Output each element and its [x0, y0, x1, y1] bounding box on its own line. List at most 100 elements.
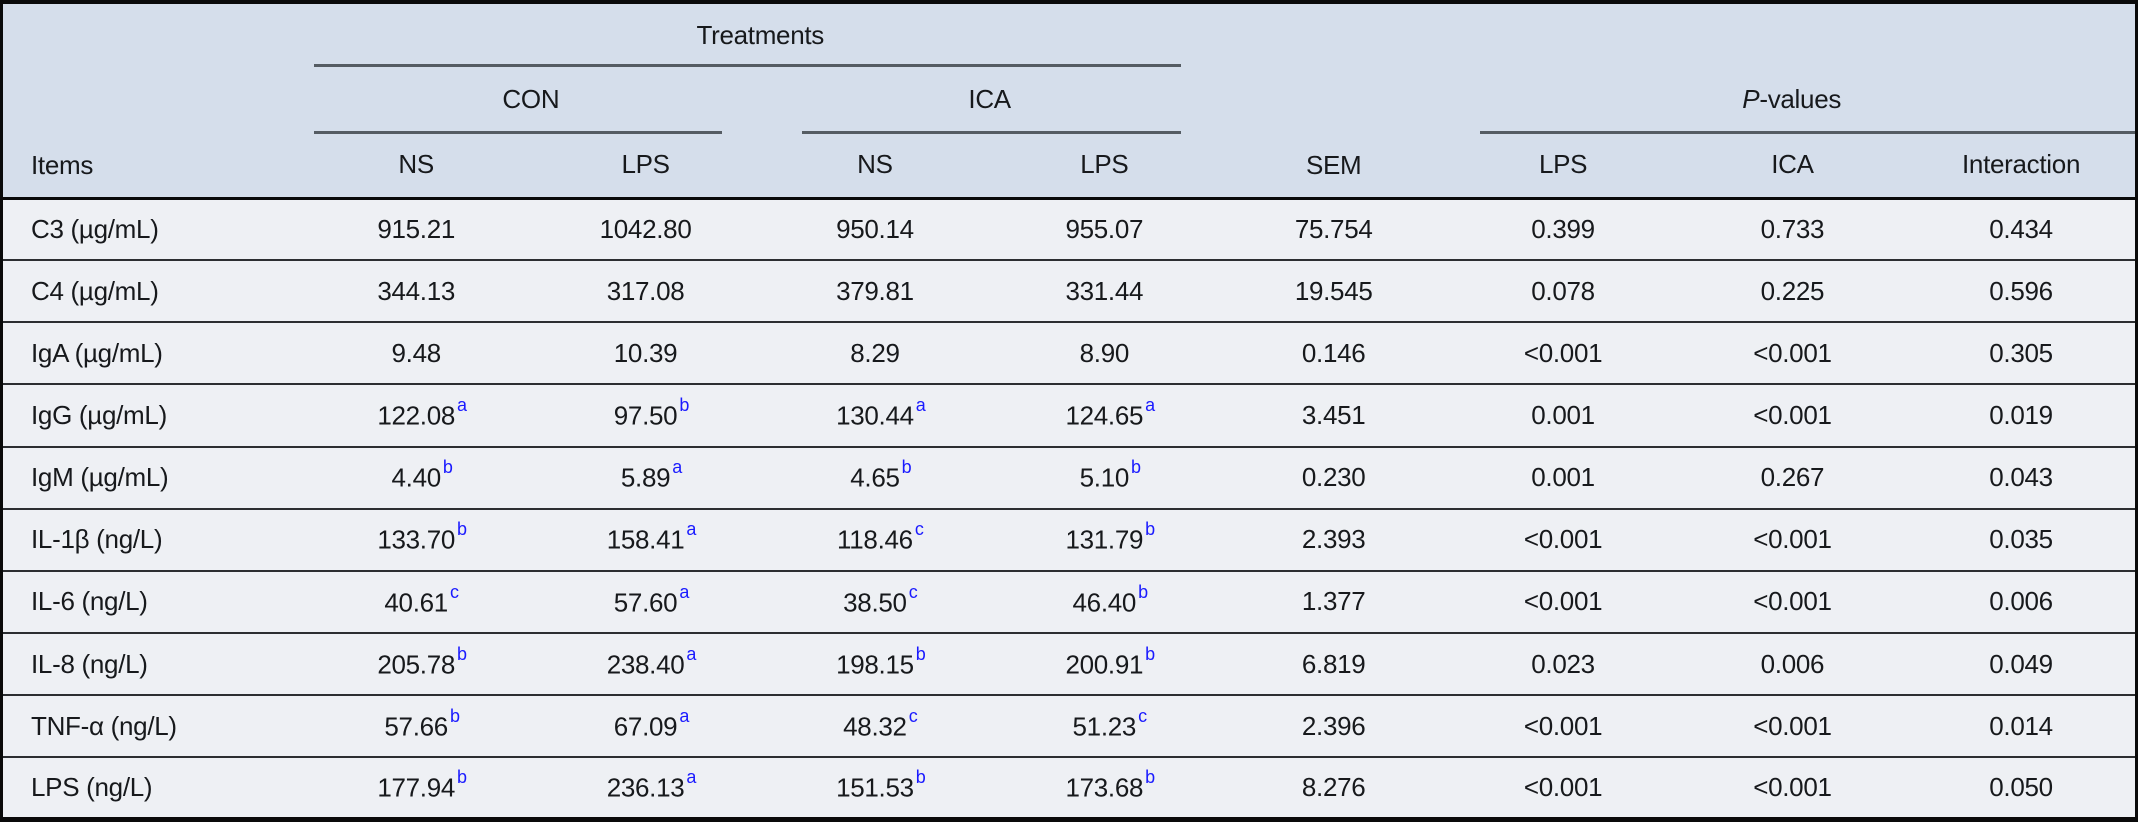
value: 205.78: [377, 649, 456, 680]
con-ns-value-cell: 177.94 b: [301, 756, 531, 820]
ica-lps-value-cell: 331.44: [989, 259, 1219, 323]
value: 38.50: [843, 587, 907, 618]
row-item-label: IgA (µg/mL): [1, 321, 302, 385]
p-lps-value-cell: 0.399: [1448, 196, 1678, 261]
con-lps-value-cell: 238.40 a: [530, 631, 761, 696]
table-body: C3 (µg/mL) 915.21 1042.80 950.14 955.07 …: [1, 196, 2137, 820]
ica-lps-value-cell: 51.23 c: [989, 694, 1219, 758]
value: 344.13: [377, 275, 456, 306]
p-lps-value-cell: 0.001: [1448, 445, 1678, 509]
con-lps-value-cell: 1042.80: [530, 196, 761, 261]
sem-value-cell: 19.545: [1219, 259, 1449, 323]
p-interaction-value-cell: 0.305: [1907, 321, 2137, 385]
treatments-underline: [313, 64, 1181, 67]
p-interaction-value-cell: 0.050: [1907, 756, 2137, 820]
ica-lps-value-cell: 8.90: [989, 321, 1219, 385]
ica-ns-value-cell: 151.53 b: [760, 756, 990, 820]
value: 46.40: [1072, 587, 1137, 618]
sem-value-cell: 2.396: [1219, 694, 1449, 758]
ica-ns-value-cell: 48.32 c: [760, 694, 990, 758]
p-ica-value-cell: <0.001: [1677, 569, 1908, 633]
ica-group-label: ICA: [968, 84, 1011, 114]
row-item-label: C3 (µg/mL): [1, 196, 302, 261]
p-lps-value-cell: <0.001: [1448, 569, 1678, 633]
ica-underline: [802, 131, 1181, 134]
con-ns-value-cell: 205.78 b: [301, 631, 531, 696]
value: 9.48: [391, 337, 441, 368]
ica-lps-value-cell: 124.65 a: [989, 383, 1219, 447]
value: 10.39: [613, 337, 678, 368]
con-lps-column-header: LPS: [621, 149, 670, 180]
p-interaction-value-cell: 0.049: [1907, 631, 2137, 696]
value: 57.66: [384, 711, 448, 742]
ica-ns-value-cell: 4.65 b: [760, 445, 990, 509]
value: 4.40: [391, 462, 441, 493]
con-ns-value-cell: 57.66 b: [301, 694, 531, 758]
value: 130.44: [836, 400, 914, 431]
p-interaction-value-cell: 0.043: [1907, 445, 2137, 509]
con-ns-value-cell: 344.13: [301, 259, 531, 323]
ica-ns-value-cell: 118.46 c: [760, 507, 990, 571]
value: 198.15: [836, 649, 914, 680]
row-item-label: C4 (µg/mL): [1, 259, 302, 323]
ica-lps-value-cell: 173.68 b: [989, 756, 1219, 820]
sem-column-header: SEM: [1305, 149, 1362, 180]
value: 8.29: [850, 337, 900, 368]
con-group-header: CON: [302, 66, 761, 134]
p-lps-value-cell: <0.001: [1448, 507, 1678, 571]
row-item-label: IL-1β (ng/L): [1, 507, 302, 571]
ica-lps-value-cell: 5.10 b: [989, 445, 1219, 509]
p-interaction-value-cell: 0.035: [1907, 507, 2137, 571]
p-interaction-value-cell: 0.006: [1907, 569, 2137, 633]
value: 236.13: [606, 772, 685, 803]
value: 122.08: [377, 400, 456, 431]
row-item-label: IL-8 (ng/L): [1, 631, 302, 696]
con-lps-value-cell: 5.89 a: [530, 445, 761, 509]
value: 1042.80: [599, 213, 692, 244]
value: 317.08: [606, 275, 685, 306]
con-lps-value-cell: 10.39: [530, 321, 761, 385]
ica-ns-value-cell: 379.81: [760, 259, 990, 323]
value: 48.32: [843, 711, 907, 742]
p-interaction-value-cell: 0.019: [1907, 383, 2137, 447]
p-ica-value-cell: <0.001: [1677, 756, 1908, 820]
ica-lps-value-cell: 131.79 b: [989, 507, 1219, 571]
value: 67.09: [613, 711, 678, 742]
con-lps-value-cell: 57.60 a: [530, 569, 761, 633]
row-item-label: IgG (µg/mL): [1, 383, 302, 447]
pvalues-italic-p: P: [1742, 84, 1760, 114]
value: 5.10: [1079, 462, 1130, 493]
p-interaction-value-cell: 0.014: [1907, 694, 2137, 758]
table-row: IL-6 (ng/L) 40.61 c 57.60 a 38.50 c 46.40 b …: [1, 569, 2137, 633]
pvalues-spacer: [1448, 2, 2136, 66]
value: 8.90: [1079, 337, 1130, 368]
table-row: IL-1β (ng/L) 133.70 b 158.41 a 118.46 c 131…: [1, 507, 2137, 571]
ica-ns-value-cell: 38.50 c: [760, 569, 990, 633]
row-item-label: IgM (µg/mL): [1, 445, 302, 509]
con-ns-value-cell: 9.48: [301, 321, 531, 385]
ica-ns-column-header: NS: [857, 149, 893, 180]
ica-ns-value-cell: 130.44 a: [760, 383, 990, 447]
value: 238.40: [606, 649, 685, 680]
p-ica-value-cell: 0.267: [1677, 445, 1908, 509]
sem-value-cell: 75.754: [1219, 196, 1449, 261]
sem-value-cell: 0.230: [1219, 445, 1449, 509]
sem-value-cell: 0.146: [1219, 321, 1449, 385]
sem-value-cell: 8.276: [1219, 756, 1449, 820]
con-ns-value-cell: 915.21: [301, 196, 531, 261]
table-row: LPS (ng/L) 177.94 b 236.13 a 151.53 b 173.6…: [1, 756, 2137, 820]
ica-lps-value-cell: 955.07: [989, 196, 1219, 261]
table-row: C4 (µg/mL) 344.13 317.08 379.81 331.44 1…: [1, 259, 2137, 323]
row-item-label: LPS (ng/L): [1, 756, 302, 820]
con-ns-value-cell: 122.08 a: [301, 383, 531, 447]
p-lps-column-header: LPS: [1538, 149, 1588, 180]
con-lps-value-cell: 236.13 a: [530, 756, 761, 820]
treatments-group-header: Treatments: [302, 2, 1220, 67]
p-interaction-value-cell: 0.596: [1907, 259, 2137, 323]
value: 40.61: [384, 587, 448, 618]
p-lps-value-cell: <0.001: [1448, 321, 1678, 385]
ica-lps-column-header: LPS: [1080, 149, 1129, 180]
con-lps-value-cell: 158.41 a: [530, 507, 761, 571]
value: 955.07: [1065, 213, 1144, 244]
value: 4.65: [850, 462, 900, 493]
